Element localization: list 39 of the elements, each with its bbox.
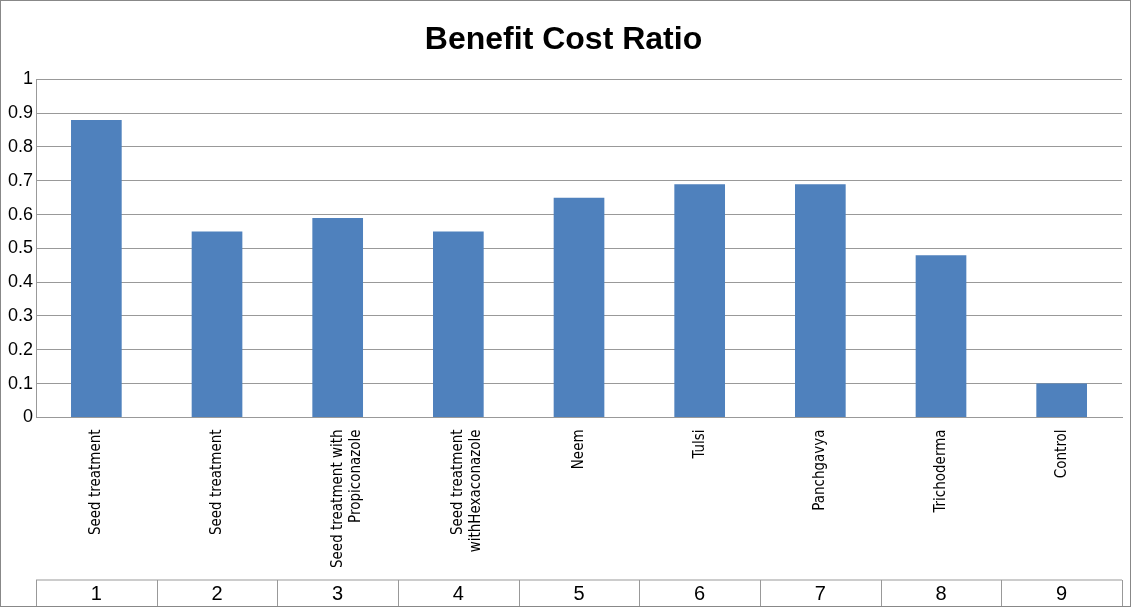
bar <box>674 184 726 417</box>
text: 5 <box>573 581 585 604</box>
text: 9 <box>1056 581 1068 604</box>
y-tick-label: 0.2 <box>7 338 34 359</box>
y-tick-label: 1 <box>23 68 34 89</box>
text: 1 <box>90 581 102 604</box>
text: 4 <box>452 581 464 604</box>
y-tick-label: 0.7 <box>7 169 34 190</box>
y-tick-label: 0.1 <box>7 372 34 393</box>
x-tick-label: Seed treatment <box>86 429 105 536</box>
bar <box>553 197 605 417</box>
text: 8 <box>935 581 947 604</box>
x-tick-label: Neem <box>568 429 587 470</box>
y-tick-label: 0.6 <box>7 203 34 224</box>
x-tick-label: Seed treatment with Propiconazole <box>327 429 364 569</box>
bar <box>71 119 122 417</box>
text: 3 <box>332 581 344 604</box>
text: 7 <box>814 581 826 604</box>
x-tick-label: Tulsi <box>689 429 708 460</box>
x-tick-label: Panchgavya <box>810 429 829 511</box>
bar <box>433 231 484 417</box>
y-tick-label: 0.3 <box>7 304 34 325</box>
bar <box>191 231 243 417</box>
y-tick-label: 0 <box>23 406 34 427</box>
x-tick-label: Seed treatment withHexaconazole <box>448 429 485 553</box>
text: 2 <box>211 581 223 604</box>
text: 6 <box>694 581 706 604</box>
x-tick-label: Seed treatment <box>206 429 225 536</box>
chart-title: Benefit Cost Ratio <box>424 20 703 57</box>
y-tick-label: 0.4 <box>7 271 34 292</box>
bar <box>312 217 364 417</box>
bar <box>795 184 846 417</box>
bar <box>1036 383 1088 417</box>
x-tick-label: Trichoderma <box>930 429 949 514</box>
y-tick-label: 0.8 <box>7 135 34 156</box>
x-tick-label: Control <box>1051 429 1070 479</box>
bar <box>915 255 967 417</box>
y-tick-label: 0.5 <box>7 237 34 258</box>
y-tick-label: 0.9 <box>7 102 34 123</box>
